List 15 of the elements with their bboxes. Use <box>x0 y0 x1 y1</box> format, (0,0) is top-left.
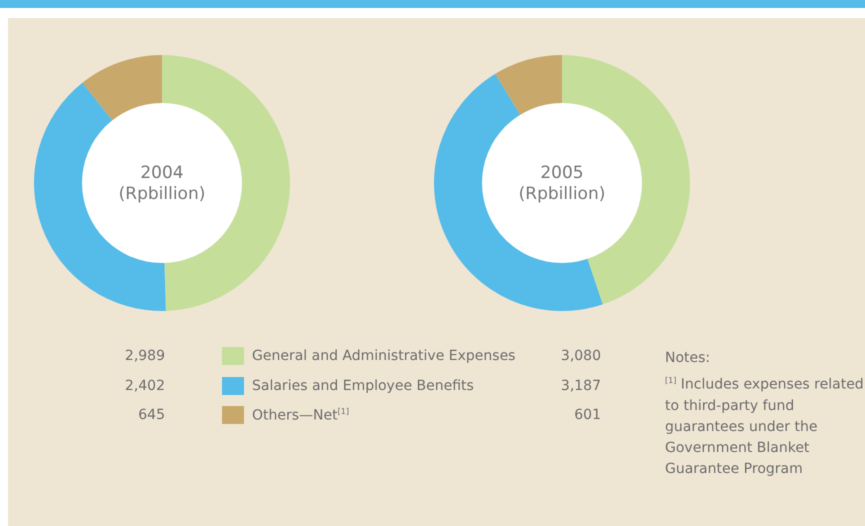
text: (Rpbillion) <box>118 184 206 204</box>
data-label: 3,080 <box>560 348 601 364</box>
legend-label: General and Administrative Expenses <box>252 348 516 364</box>
text: Notes: <box>665 349 712 368</box>
data-label: 2,989 <box>124 348 165 364</box>
data-label: 2,402 <box>124 378 165 394</box>
text: (Rpbillion) <box>518 184 606 204</box>
data-label: 645 <box>137 407 165 423</box>
slice-label: 2005 <box>540 163 584 183</box>
data-label: 3,187 <box>560 378 601 394</box>
slice-label: 2004 <box>140 163 184 183</box>
text: $^{[1]}$ Includes expenses related to third-party fund guarantees under the Government Blanket Guarantee Program <box>665 375 865 479</box>
legend-label: Others—Net$^{[1]}$ <box>252 406 349 424</box>
data-label: 601 <box>573 407 601 423</box>
legend-label: Salaries and Employee Benefits <box>252 378 474 394</box>
